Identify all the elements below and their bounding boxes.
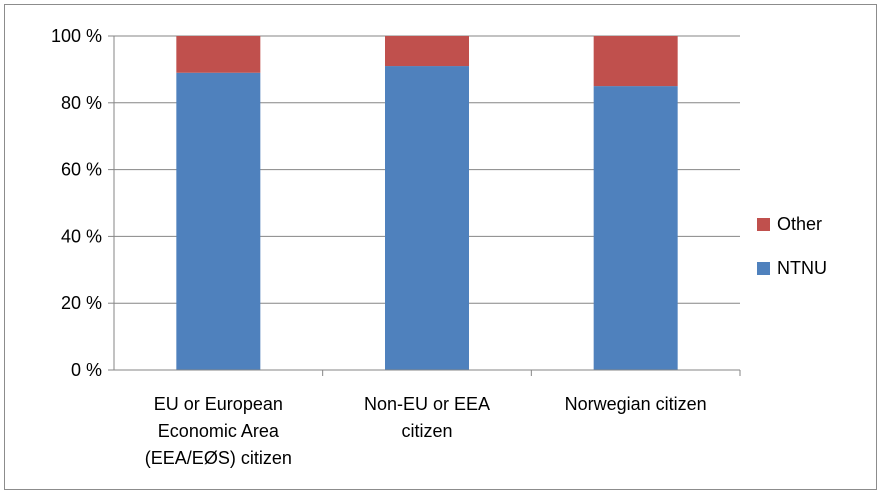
bar-other-1	[385, 36, 469, 67]
legend: Other NTNU	[757, 214, 827, 278]
bar-ntnu-1	[385, 66, 469, 370]
x-category-label: Norwegian citizen	[565, 394, 707, 414]
y-tick-label: 80 %	[61, 93, 102, 113]
y-tick-label: 20 %	[61, 293, 102, 313]
x-category-label: EU or European Economic Area (EEA/EØS) cit…	[145, 394, 292, 468]
y-tick-label: 60 %	[61, 160, 102, 180]
y-tick-label: 0 %	[71, 360, 102, 380]
x-category-label: Non-EU or EEA citizen	[364, 394, 490, 441]
y-tick-label: 40 %	[61, 226, 102, 246]
bar-other-2	[593, 36, 678, 87]
y-tick-label: 100 %	[51, 26, 102, 46]
bar-other-0	[176, 36, 261, 73]
legend-label-other: Other	[777, 214, 822, 234]
bars	[176, 36, 678, 371]
axes: 0 % 20 % 40 % 60 % 80 % 100 % EU or European Ec…	[51, 26, 741, 468]
legend-swatch-other	[757, 218, 770, 231]
bar-ntnu-2	[593, 86, 678, 370]
legend-swatch-ntnu	[757, 262, 770, 275]
bar-ntnu-0	[176, 72, 261, 371]
legend-label-ntnu: NTNU	[777, 258, 827, 278]
